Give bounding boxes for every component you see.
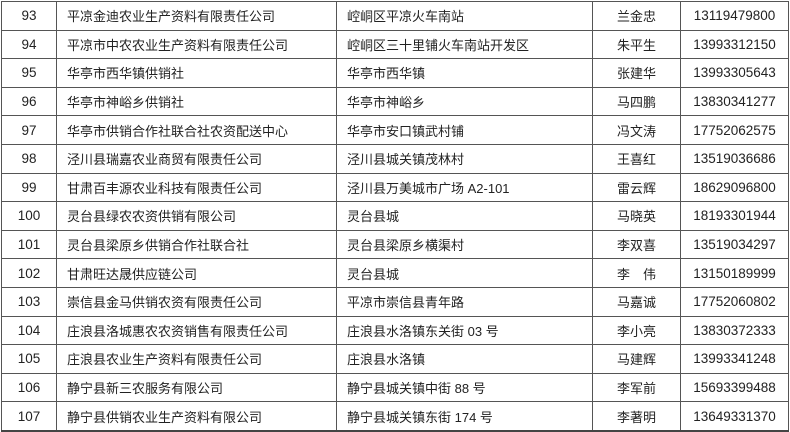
address-cell: 泾川县万美城市广场 A2-101: [336, 172, 593, 203]
address-cell: 华亭市神峪乡: [336, 86, 593, 117]
address-cell: 庄浪县水洛镇: [336, 344, 593, 374]
company-name-cell: 庄浪县农业生产资料有限责任公司: [56, 344, 337, 374]
address-cell: 崆峒区平凉火车南站: [336, 1, 593, 31]
contact-person-cell: 朱平生: [592, 29, 681, 60]
row-number-cell: 106: [1, 372, 57, 403]
contact-person-cell: 兰金忠: [592, 1, 681, 31]
row-number-cell: 96: [1, 86, 57, 117]
table-row: 100 灵台县绿农农资供销有限公司 灵台县城 马晓英 18193301944: [1, 201, 789, 231]
contact-person-cell: 李 伟: [592, 258, 681, 288]
table-row: 101 灵台县梁原乡供销合作社联合社 灵台县梁原乡横渠村 李双喜 13519034297: [1, 229, 789, 260]
table-row: 95 华亭市西华镇供销社 华亭市西华镇 张建华 13993305643: [1, 58, 789, 88]
row-number-cell: 95: [1, 58, 57, 88]
table-row: 102 甘肃旺达晟供应链公司 灵台县城李 伟 13150189999: [1, 258, 789, 288]
phone-number-cell: 13519034297: [680, 229, 789, 260]
address-cell: 崆峒区三十里铺火车南站开发区: [336, 29, 593, 60]
address-cell: 华亭市安口镇武村铺: [336, 115, 593, 145]
phone-number-cell: 18629096800: [680, 172, 789, 203]
phone-number-cell: 13830372333: [680, 315, 789, 346]
company-name-cell: 静宁县供销农业生产资料有限公司: [56, 401, 337, 432]
row-number-cell: 101: [1, 229, 57, 260]
company-name-cell: 平凉金迪农业生产资料有限责任公司: [56, 1, 337, 31]
phone-number-cell: 18193301944: [680, 201, 789, 231]
contact-person-cell: 马嘉诚: [592, 286, 681, 317]
table-row: 94 平凉市中农农业生产资料有限责任公司 崆峒区三十里铺火车南站开发区 朱平生 1399…: [1, 29, 789, 60]
contact-person-cell: 李著明: [592, 401, 681, 432]
contact-person-cell: 马晓英: [592, 201, 681, 231]
row-number-cell: 98: [1, 143, 57, 174]
row-number-cell: 99: [1, 172, 57, 203]
contact-person-cell: 冯文涛: [592, 115, 681, 145]
phone-number-cell: 17752060802: [680, 286, 789, 317]
company-name-cell: 静宁县新三农服务有限公司: [56, 372, 337, 403]
phone-number-cell: 13993341248: [680, 344, 789, 374]
contact-person-cell: 马建辉: [592, 344, 681, 374]
contact-person-cell: 雷云辉: [592, 172, 681, 203]
phone-number-cell: 13150189999: [680, 258, 789, 288]
address-cell: 静宁县城关镇中街 88 号: [336, 372, 593, 403]
address-cell: 泾川县城关镇茂林村: [336, 143, 593, 174]
row-number-cell: 100: [1, 201, 57, 231]
company-name-cell: 崇信县金马供销农资有限责任公司: [56, 286, 337, 317]
phone-number-cell: 13649331370: [680, 401, 789, 432]
row-number-cell: 94: [1, 29, 57, 60]
row-number-cell: 93: [1, 1, 57, 31]
company-name-cell: 灵台县绿农农资供销有限公司: [56, 201, 337, 231]
phone-number-cell: 15693399488: [680, 372, 789, 403]
company-name-cell: 庄浪县洛城惠农农资销售有限责任公司: [56, 315, 337, 346]
company-name-cell: 甘肃百丰源农业科技有限责任公司: [56, 172, 337, 203]
phone-number-cell: 13993312150: [680, 29, 789, 60]
phone-number-cell: 13519036686: [680, 143, 789, 174]
contact-person-cell: 马四鹏: [592, 86, 681, 117]
company-name-cell: 泾川县瑞嘉农业商贸有限责任公司: [56, 143, 337, 174]
contact-person-cell: 李双喜: [592, 229, 681, 260]
table-row: 93 平凉金迪农业生产资料有限责任公司 崆峒区平凉火车南站 兰金忠 1311947980…: [1, 1, 789, 31]
address-cell: 平凉市崇信县青年路: [336, 286, 593, 317]
phone-number-cell: 17752062575: [680, 115, 789, 145]
phone-number-cell: 13119479800: [680, 1, 789, 31]
table-row: 103 崇信县金马供销农资有限责任公司 平凉市崇信县青年路 马嘉诚 1775206080…: [1, 286, 789, 317]
table-row: 99 甘肃百丰源农业科技有限责任公司 泾川县万美城市广场 A2-101 雷云辉 1862…: [1, 172, 789, 203]
table-row: 106 静宁县新三农服务有限公司 静宁县城关镇中街 88 号李军前 156933994…: [1, 372, 789, 403]
row-number-cell: 105: [1, 344, 57, 374]
phone-number-cell: 13830341277: [680, 86, 789, 117]
address-cell: 灵台县城: [336, 201, 593, 231]
table-row: 107 静宁县供销农业生产资料有限公司 静宁县城关镇东街 174 号李著明 13649…: [1, 401, 789, 432]
row-number-cell: 103: [1, 286, 57, 317]
row-number-cell: 97: [1, 115, 57, 145]
company-name-cell: 平凉市中农农业生产资料有限责任公司: [56, 29, 337, 60]
address-cell: 庄浪县水洛镇东关街 03 号: [336, 315, 593, 346]
company-name-cell: 华亭市西华镇供销社: [56, 58, 337, 88]
table-row: 98 泾川县瑞嘉农业商贸有限责任公司 泾川县城关镇茂林村 王喜红 13519036686: [1, 143, 789, 174]
contact-person-cell: 李军前: [592, 372, 681, 403]
contact-person-cell: 张建华: [592, 58, 681, 88]
company-name-cell: 灵台县梁原乡供销合作社联合社: [56, 229, 337, 260]
contact-person-cell: 李小亮: [592, 315, 681, 346]
table-row: 105 庄浪县农业生产资料有限责任公司 庄浪县水洛镇 马建辉 13993341248: [1, 344, 789, 374]
table-row: 97 华亭市供销合作社联合社农资配送中心 华亭市安口镇武村铺 冯文涛 177520625…: [1, 115, 789, 145]
address-cell: 灵台县梁原乡横渠村: [336, 229, 593, 260]
row-number-cell: 104: [1, 315, 57, 346]
address-cell: 灵台县城: [336, 258, 593, 288]
company-name-cell: 华亭市供销合作社联合社农资配送中心: [56, 115, 337, 145]
phone-number-cell: 13993305643: [680, 58, 789, 88]
company-name-cell: 华亭市神峪乡供销社: [56, 86, 337, 117]
contact-person-cell: 王喜红: [592, 143, 681, 174]
address-cell: 静宁县城关镇东街 174 号: [336, 401, 593, 432]
table-row: 96 华亭市神峪乡供销社 华亭市神峪乡 马四鹏 13830341277: [1, 86, 789, 117]
row-number-cell: 107: [1, 401, 57, 432]
company-name-cell: 甘肃旺达晟供应链公司: [56, 258, 337, 288]
address-cell: 华亭市西华镇: [336, 58, 593, 88]
row-number-cell: 102: [1, 258, 57, 288]
table-row: 104 庄浪县洛城惠农农资销售有限责任公司 庄浪县水洛镇东关街 03 号李小亮 138…: [1, 315, 789, 346]
